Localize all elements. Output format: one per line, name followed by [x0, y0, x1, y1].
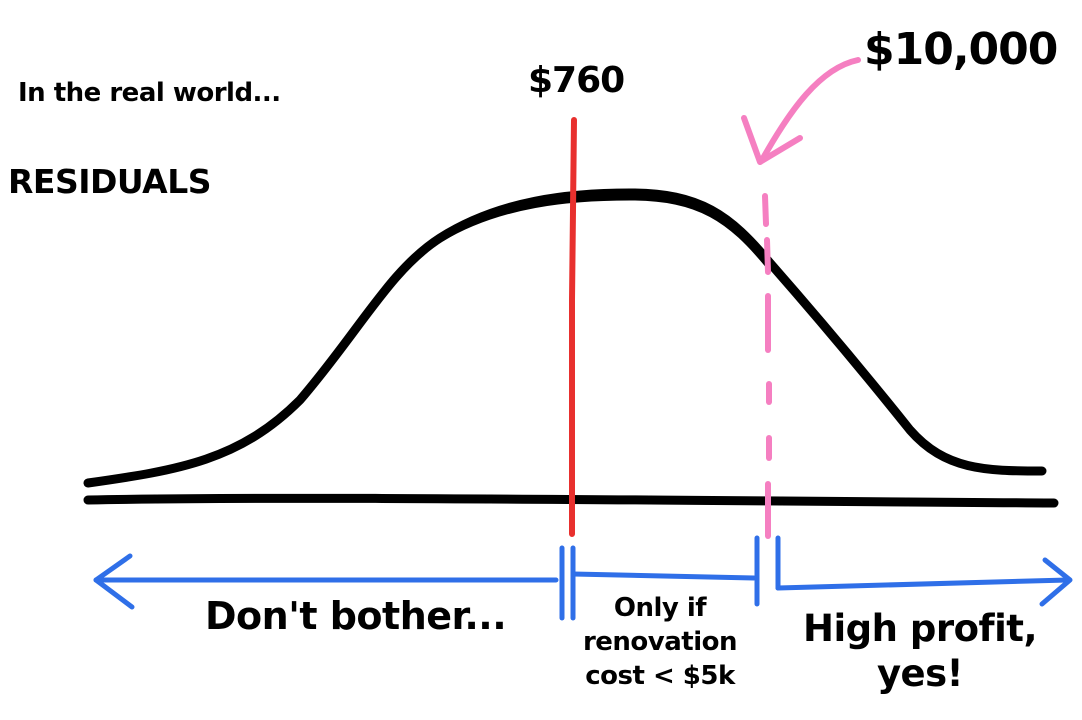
right-arrow [775, 577, 1071, 591]
marker-label-10000: $10,000 [864, 24, 1058, 75]
marker-line-10000 [762, 193, 772, 539]
marker-label-760: $760 [528, 60, 625, 101]
subtitle: In the real world... [18, 78, 281, 108]
zone-arrows [93, 535, 1073, 621]
pointer-arrow-10000 [741, 57, 861, 165]
zone-right-line-2: yes! [876, 652, 964, 696]
zone-label-high-profit: High profit, yes! [800, 606, 1040, 696]
zone-right-line-1: High profit, [802, 607, 1038, 650]
zone-mid-line-2: renovation [582, 626, 738, 657]
middle-bracket [570, 571, 757, 581]
marker-line-760 [569, 117, 577, 537]
baseline [83, 493, 1059, 508]
zone-mid-line-3: cost < $5k [585, 660, 735, 691]
distribution-curve [83, 188, 1047, 488]
zone-label-only-if: Only if renovation cost < $5k [575, 592, 745, 693]
zone-label-dont-bother: Don't bother... [205, 594, 507, 638]
axis-title: RESIDUALS [8, 162, 212, 201]
zone-mid-line-1: Only if [613, 593, 707, 623]
distribution-curve-shade [437, 195, 771, 269]
